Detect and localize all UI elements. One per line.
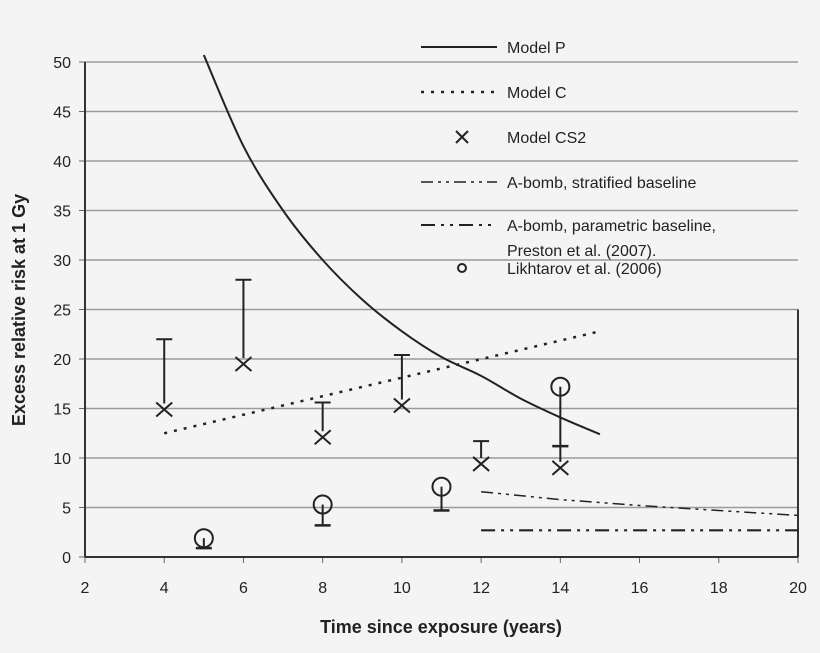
- y-tick-label: 10: [53, 451, 71, 468]
- legend-label-abomb-parametric-2: Preston et al. (2007).: [507, 243, 656, 260]
- x-tick-label: 18: [710, 580, 728, 597]
- model-cs2-point: [234, 356, 253, 372]
- likhtarov-point: [431, 476, 452, 497]
- y-tick-labels: 0 5 10 15 20 25 30 35 40 45 50: [53, 55, 71, 567]
- likhtarov-point: [550, 376, 571, 397]
- plot-area: [155, 54, 799, 550]
- likhtarov-point: [312, 494, 333, 515]
- gridlines: [85, 61, 798, 509]
- legend-label-model-cs2: Model CS2: [507, 130, 586, 147]
- legend-label-likhtarov: Likhtarov et al. (2006): [507, 261, 662, 278]
- x-tick-label: 14: [551, 580, 569, 597]
- legend-swatch-model-cs2: [455, 130, 469, 144]
- legend-swatch-likhtarov: [457, 263, 467, 273]
- x-tick-label: 16: [631, 580, 649, 597]
- y-tick-label: 25: [53, 303, 71, 320]
- y-tick-label: 20: [53, 352, 71, 369]
- model-cs2-point: [551, 460, 569, 476]
- x-tick-label: 4: [160, 580, 169, 597]
- x-tick-label: 10: [393, 580, 411, 597]
- y-tick-label: 5: [62, 501, 71, 518]
- y-tick-label: 50: [53, 55, 71, 72]
- x-tick-label: 2: [81, 580, 90, 597]
- y-tick-label: 30: [53, 253, 71, 270]
- y-tick-label: 0: [62, 550, 71, 567]
- legend-label-model-p: Model P: [507, 40, 566, 57]
- x-tick-labels: 2 4 6 8 10 12 14 16 18 20: [81, 580, 807, 597]
- model-cs2-point: [314, 429, 332, 445]
- model-cs2-point: [472, 456, 490, 472]
- y-tick-label: 40: [53, 154, 71, 171]
- x-tick-label: 12: [472, 580, 490, 597]
- y-axis-label: Excess relative risk at 1 Gy: [9, 194, 29, 426]
- y-tick-label: 45: [53, 105, 71, 122]
- x-tick-label: 6: [239, 580, 248, 597]
- axes: [79, 61, 799, 563]
- legend-label-model-c: Model C: [507, 85, 567, 102]
- legend-label-abomb-parametric-1: A-bomb, parametric baseline,: [507, 218, 716, 235]
- model-cs2-point: [393, 397, 411, 414]
- model-cs2-point: [155, 401, 173, 418]
- x-axis-label: Time since exposure (years): [320, 617, 562, 637]
- y-tick-label: 35: [53, 204, 71, 221]
- x-tick-label: 20: [789, 580, 807, 597]
- series-3-line: [481, 490, 799, 517]
- x-tick-label: 8: [318, 580, 327, 597]
- series-1-line: [163, 330, 601, 435]
- y-tick-label: 15: [53, 402, 71, 419]
- series-0-line: [202, 54, 601, 436]
- likhtarov-point: [193, 528, 214, 549]
- legend-label-abomb-stratified: A-bomb, stratified baseline: [507, 175, 697, 192]
- legend: Model P Model C Model CS2 A-bomb, strati…: [421, 40, 716, 278]
